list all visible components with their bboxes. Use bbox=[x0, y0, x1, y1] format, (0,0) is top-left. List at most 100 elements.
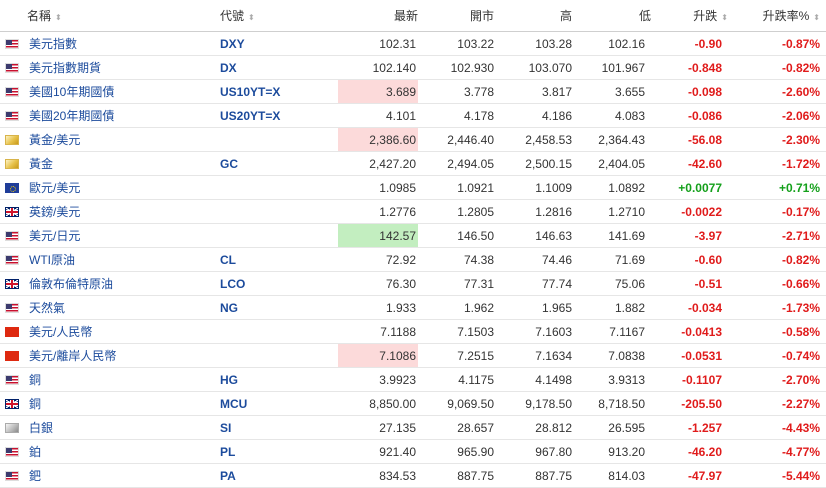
sort-arrows-icon[interactable]: ⬍ bbox=[813, 13, 820, 22]
instrument-name-link[interactable]: 美元指數 bbox=[27, 31, 220, 56]
change-value: -3.97 bbox=[651, 223, 728, 248]
instrument-name-link[interactable]: 天然氣 bbox=[27, 295, 220, 320]
instrument-code-link[interactable] bbox=[220, 199, 338, 224]
instrument-code-link[interactable]: HG bbox=[220, 367, 338, 392]
table-row[interactable]: 美元指數 DXY 102.31 103.22 103.28 102.16 -0.90 -0.8… bbox=[0, 31, 826, 56]
instrument-code-link[interactable]: LCO bbox=[220, 271, 338, 296]
us-flag-icon bbox=[5, 471, 19, 482]
table-row[interactable]: 倫敦布倫特原油 LCO 76.30 77.31 77.74 75.06 -0.51 -0.66… bbox=[0, 271, 826, 296]
table-row[interactable]: 英鎊/美元 1.2776 1.2805 1.2816 1.2710 -0.0022 -0.1… bbox=[0, 199, 826, 224]
change-pct-value: -2.70% bbox=[728, 367, 826, 392]
high-price: 7.1634 bbox=[494, 343, 572, 368]
instrument-code-link[interactable]: PA bbox=[220, 463, 338, 488]
instrument-name-link[interactable]: 銅 bbox=[27, 367, 220, 392]
header-low[interactable]: 低 bbox=[572, 0, 651, 32]
instrument-name-link[interactable]: 美元/日元 bbox=[27, 223, 220, 248]
instrument-name-link[interactable]: 美元/人民幣 bbox=[27, 319, 220, 344]
instrument-name-link[interactable]: 倫敦布倫特原油 bbox=[27, 271, 220, 296]
instrument-name-link[interactable]: 英鎊/美元 bbox=[27, 199, 220, 224]
instrument-code-link[interactable]: DXY bbox=[220, 31, 338, 56]
silver-flag-icon bbox=[5, 423, 19, 434]
high-price: 103.28 bbox=[494, 31, 572, 56]
table-row[interactable]: 美元/人民幣 7.1188 7.1503 7.1603 7.1167 -0.0413 -0.… bbox=[0, 319, 826, 344]
us-flag-icon bbox=[5, 375, 19, 386]
high-price: 77.74 bbox=[494, 271, 572, 296]
instrument-code-link[interactable] bbox=[220, 319, 338, 344]
instrument-name-link[interactable]: 銅 bbox=[27, 391, 220, 416]
flag-cell bbox=[0, 463, 27, 488]
change-pct-value: -0.17% bbox=[728, 199, 826, 224]
change-value: -0.0413 bbox=[651, 319, 728, 344]
header-code[interactable]: 代號 ⬍ bbox=[220, 0, 338, 32]
table-row[interactable]: WTI原油 CL 72.92 74.38 74.46 71.69 -0.60 -0.82% bbox=[0, 247, 826, 272]
instrument-code-link[interactable]: PL bbox=[220, 439, 338, 464]
instrument-code-link[interactable] bbox=[220, 127, 338, 152]
table-row[interactable]: 美元/離岸人民幣 7.1086 7.2515 7.1634 7.0838 -0.0531-… bbox=[0, 343, 826, 368]
header-high[interactable]: 高 bbox=[494, 0, 572, 32]
low-price: 1.882 bbox=[572, 295, 651, 320]
table-row[interactable]: 黃金/美元 2,386.60 2,446.40 2,458.53 2,364.43 -56… bbox=[0, 127, 826, 152]
open-price: 1.2805 bbox=[418, 199, 494, 224]
header-name-label: 名稱 bbox=[27, 9, 52, 23]
table-row[interactable]: 銅 MCU 8,850.00 9,069.50 9,178.50 8,718.50 -205… bbox=[0, 391, 826, 416]
change-pct-value: -0.58% bbox=[728, 319, 826, 344]
table-row[interactable]: 鈀 PA 834.53 887.75 887.75 814.03 -47.97 -5.44% bbox=[0, 463, 826, 488]
table-row[interactable]: 歐元/美元 1.0985 1.0921 1.1009 1.0892 +0.0077 +0.7… bbox=[0, 175, 826, 200]
us-flag-icon bbox=[5, 63, 19, 74]
table-row[interactable]: 美國20年期國債 US20YT=X 4.101 4.178 4.186 4.083 -0.0… bbox=[0, 103, 826, 128]
instrument-name-link[interactable]: 歐元/美元 bbox=[27, 175, 220, 200]
instrument-code-link[interactable]: NG bbox=[220, 295, 338, 320]
instrument-code-link[interactable]: MCU bbox=[220, 391, 338, 416]
header-change-pct[interactable]: 升跌率% ⬍ bbox=[728, 0, 826, 32]
open-price: 7.1503 bbox=[418, 319, 494, 344]
change-pct-value: -0.82% bbox=[728, 55, 826, 80]
change-value: -0.51 bbox=[651, 271, 728, 296]
last-price: 2,427.20 bbox=[338, 151, 418, 176]
instrument-code-link[interactable]: US10YT=X bbox=[220, 79, 338, 104]
table-row[interactable]: 天然氣 NG 1.933 1.962 1.965 1.882 -0.034 -1.73% bbox=[0, 295, 826, 320]
instrument-code-link[interactable]: CL bbox=[220, 247, 338, 272]
header-name[interactable]: 名稱 ⬍ bbox=[27, 0, 220, 32]
instrument-name-link[interactable]: 黃金 bbox=[27, 151, 220, 176]
instrument-code-link[interactable]: SI bbox=[220, 415, 338, 440]
flag-cell bbox=[0, 127, 27, 152]
instrument-name-link[interactable]: 美元指數期貨 bbox=[27, 55, 220, 80]
header-last[interactable]: 最新 bbox=[338, 0, 418, 32]
table-row[interactable]: 美國10年期國債 US10YT=X 3.689 3.778 3.817 3.655 -0.0… bbox=[0, 79, 826, 104]
instrument-name-link[interactable]: 鈀 bbox=[27, 463, 220, 488]
instrument-code-link[interactable] bbox=[220, 175, 338, 200]
high-price: 9,178.50 bbox=[494, 391, 572, 416]
table-row[interactable]: 美元/日元 142.57 146.50 146.63 141.69 -3.97 -2.71% bbox=[0, 223, 826, 248]
table-row[interactable]: 銅 HG 3.9923 4.1175 4.1498 3.9313 -0.1107 -2.70% bbox=[0, 367, 826, 392]
instrument-code-link[interactable]: US20YT=X bbox=[220, 103, 338, 128]
high-price: 4.1498 bbox=[494, 367, 572, 392]
header-change[interactable]: 升跌 ⬍ bbox=[651, 0, 728, 32]
table-row[interactable]: 黃金 GC 2,427.20 2,494.05 2,500.15 2,404.05 -42.… bbox=[0, 151, 826, 176]
instrument-code-link[interactable] bbox=[220, 343, 338, 368]
sort-arrows-icon[interactable]: ⬍ bbox=[721, 13, 728, 22]
table-row[interactable]: 鉑 PL 921.40 965.90 967.80 913.20 -46.20 -4.77% bbox=[0, 439, 826, 464]
instrument-name-link[interactable]: 美國10年期國債 bbox=[27, 79, 220, 104]
flag-cell bbox=[0, 271, 27, 296]
eu-flag-icon bbox=[5, 183, 19, 194]
instrument-name-link[interactable]: WTI原油 bbox=[27, 247, 220, 272]
table-row[interactable]: 白銀 SI 27.135 28.657 28.812 26.595 -1.257 -4.43% bbox=[0, 415, 826, 440]
table-row[interactable]: 美元指數期貨 DX 102.140 102.930 103.070 101.967 -0.8… bbox=[0, 55, 826, 80]
instrument-name-link[interactable]: 美元/離岸人民幣 bbox=[27, 343, 220, 368]
instrument-name-link[interactable]: 黃金/美元 bbox=[27, 127, 220, 152]
sort-arrows-icon[interactable]: ⬍ bbox=[248, 13, 255, 22]
uk-flag-icon bbox=[5, 279, 19, 290]
instrument-name-link[interactable]: 美國20年期國債 bbox=[27, 103, 220, 128]
instrument-code-link[interactable]: GC bbox=[220, 151, 338, 176]
open-price: 102.930 bbox=[418, 55, 494, 80]
header-open[interactable]: 開市 bbox=[418, 0, 494, 32]
sort-arrows-icon[interactable]: ⬍ bbox=[55, 13, 62, 22]
high-price: 1.965 bbox=[494, 295, 572, 320]
instrument-name-link[interactable]: 鉑 bbox=[27, 439, 220, 464]
low-price: 71.69 bbox=[572, 247, 651, 272]
high-price: 2,458.53 bbox=[494, 127, 572, 152]
instrument-name-link[interactable]: 白銀 bbox=[27, 415, 220, 440]
last-price: 4.101 bbox=[338, 103, 418, 128]
instrument-code-link[interactable]: DX bbox=[220, 55, 338, 80]
instrument-code-link[interactable] bbox=[220, 223, 338, 248]
